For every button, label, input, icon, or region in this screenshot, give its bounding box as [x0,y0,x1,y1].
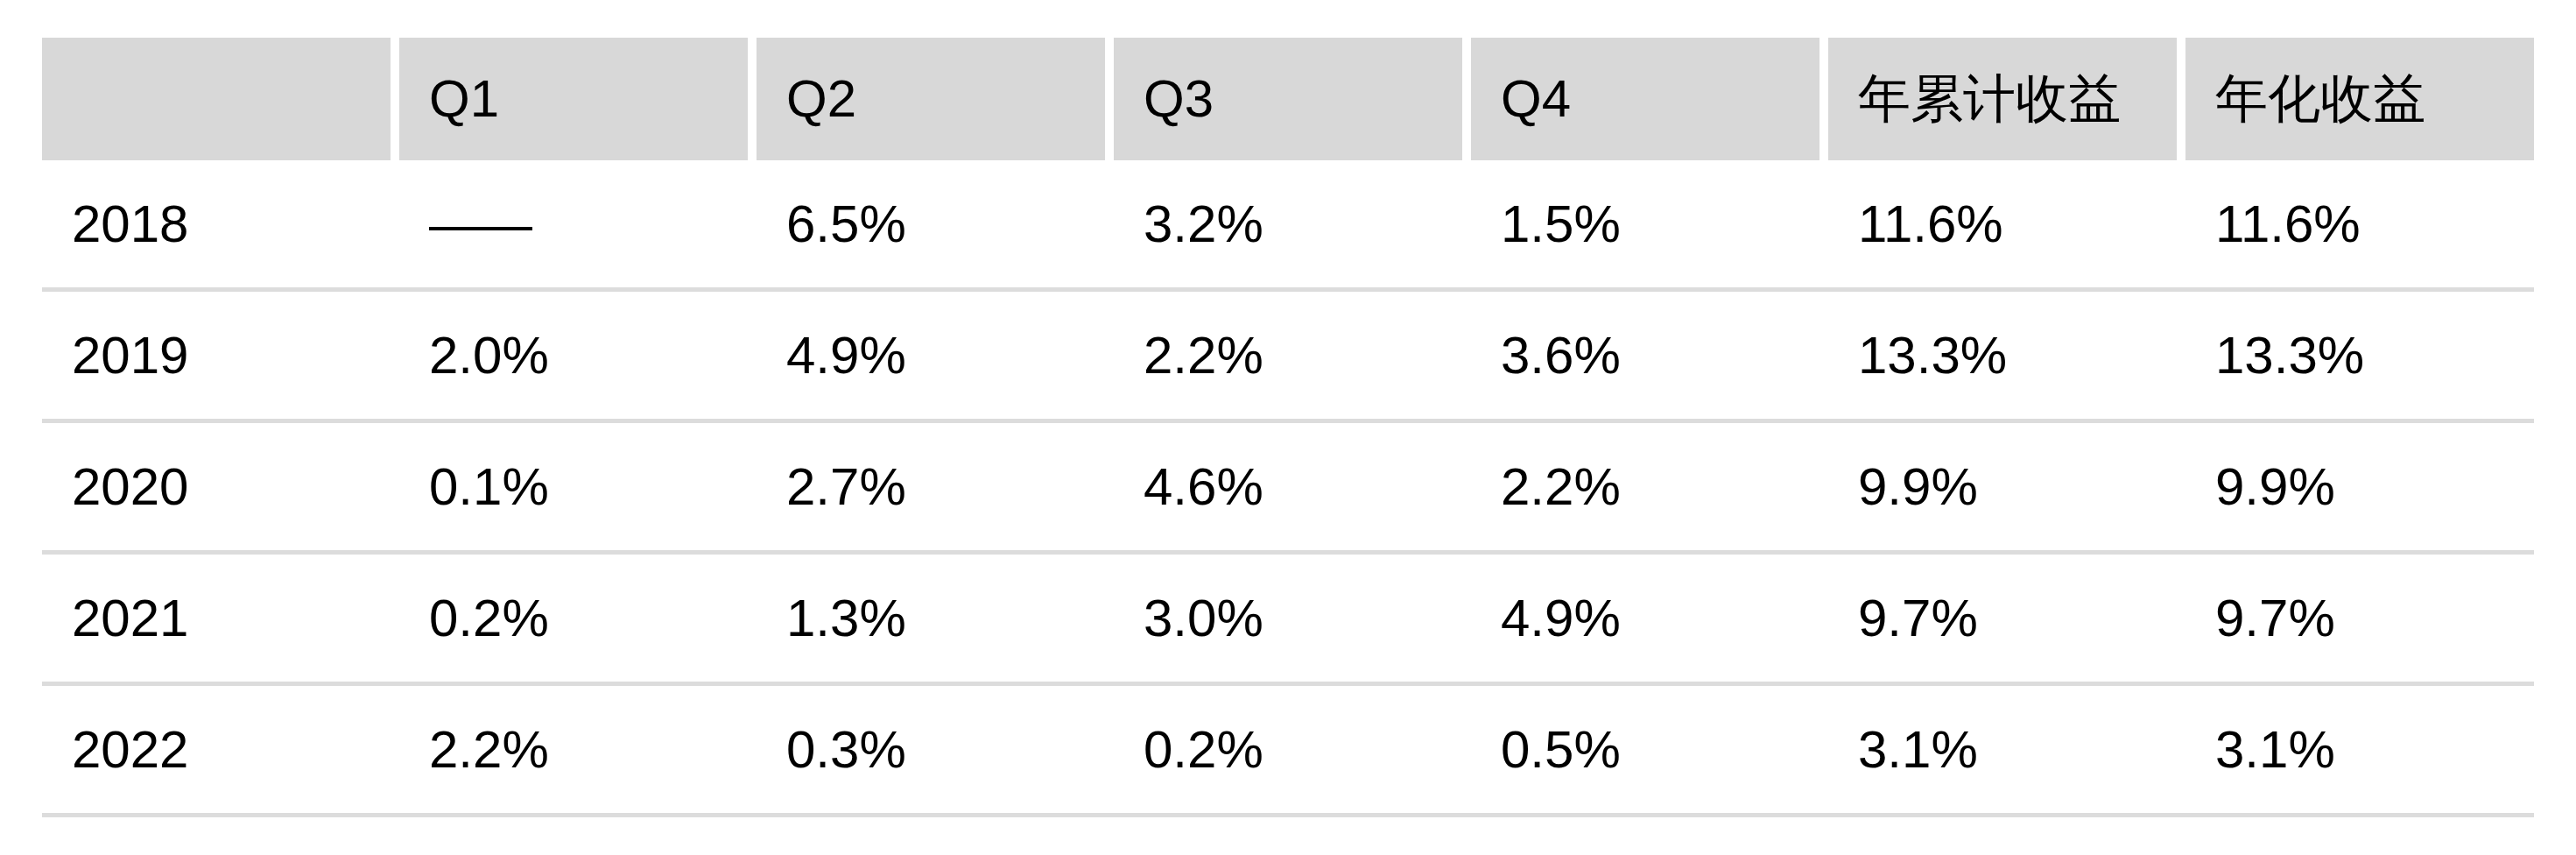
value-cell-annualized: 9.9% [2185,423,2534,550]
value-cell-annualized: 9.7% [2185,555,2534,682]
value-cell-ytd: 11.6% [1828,160,2177,287]
table-row-2019: 2019 2.0% 4.9% 2.2% 3.6% 13.3% 13.3% [42,292,2534,423]
column-header-annualized-return: 年化收益 [2185,38,2534,160]
value-cell-q3: 4.6% [1114,423,1462,550]
value-cell-q2: 2.7% [757,423,1105,550]
value-cell-q2: 0.3% [757,686,1105,813]
value-cell-q1: 2.0% [399,292,748,419]
table-row-2018: 2018 —— 6.5% 3.2% 1.5% 11.6% 11.6% [42,160,2534,292]
value-cell-q1: —— [399,160,748,287]
value-cell-q4: 1.5% [1471,160,1819,287]
value-cell-q4: 0.5% [1471,686,1819,813]
value-cell-q3: 3.0% [1114,555,1462,682]
year-cell: 2020 [42,423,391,550]
table-header-row: Q1 Q2 Q3 Q4 年累计收益 年化收益 [42,38,2534,160]
value-cell-ytd: 13.3% [1828,292,2177,419]
column-header-ytd-return: 年累计收益 [1828,38,2177,160]
year-cell: 2021 [42,555,391,682]
value-cell-q1: 0.2% [399,555,748,682]
value-cell-q3: 0.2% [1114,686,1462,813]
table-row-2020: 2020 0.1% 2.7% 4.6% 2.2% 9.9% 9.9% [42,423,2534,555]
value-cell-ytd: 9.9% [1828,423,2177,550]
value-cell-q3: 2.2% [1114,292,1462,419]
table-row-2022: 2022 2.2% 0.3% 0.2% 0.5% 3.1% 3.1% [42,686,2534,817]
value-cell-q3: 3.2% [1114,160,1462,287]
value-cell-q4: 4.9% [1471,555,1819,682]
value-cell-q1: 0.1% [399,423,748,550]
value-cell-ytd: 3.1% [1828,686,2177,813]
returns-table: Q1 Q2 Q3 Q4 年累计收益 年化收益 2018 —— 6.5% 3.2%… [42,38,2534,817]
year-cell: 2019 [42,292,391,419]
value-cell-annualized: 13.3% [2185,292,2534,419]
column-header-q3: Q3 [1114,38,1462,160]
value-cell-q4: 3.6% [1471,292,1819,419]
column-header-q1: Q1 [399,38,748,160]
value-cell-q1: 2.2% [399,686,748,813]
value-cell-q2: 1.3% [757,555,1105,682]
column-header-blank [42,38,391,160]
year-cell: 2018 [42,160,391,287]
year-cell: 2022 [42,686,391,813]
value-cell-q2: 6.5% [757,160,1105,287]
value-cell-ytd: 9.7% [1828,555,2177,682]
table-row-2021: 2021 0.2% 1.3% 3.0% 4.9% 9.7% 9.7% [42,555,2534,686]
value-cell-q2: 4.9% [757,292,1105,419]
value-cell-annualized: 3.1% [2185,686,2534,813]
value-cell-annualized: 11.6% [2185,160,2534,287]
column-header-q2: Q2 [757,38,1105,160]
column-header-q4: Q4 [1471,38,1819,160]
value-cell-q4: 2.2% [1471,423,1819,550]
